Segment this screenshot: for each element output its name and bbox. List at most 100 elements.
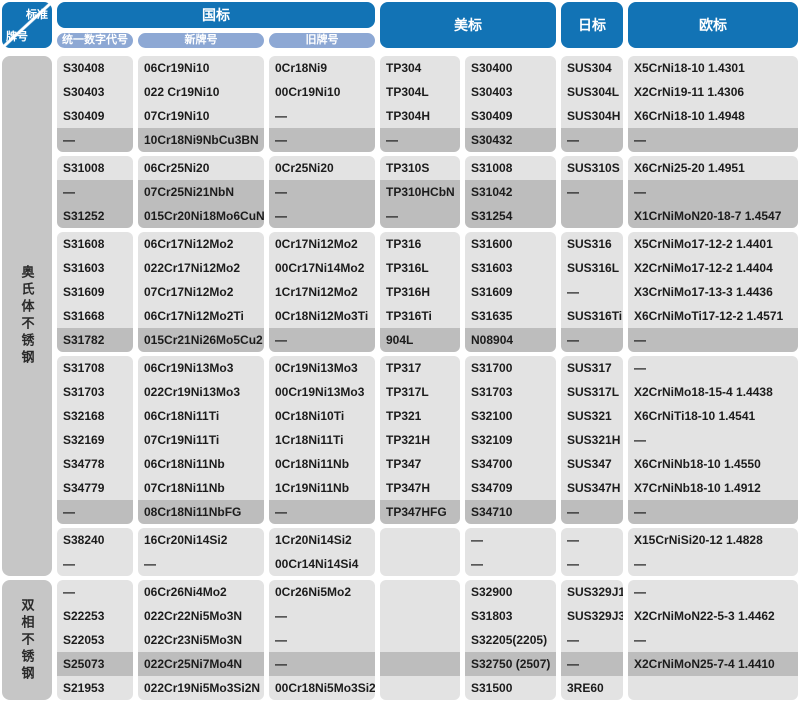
cell-old-grade: 0Cr26Ni5Mo2: [269, 580, 375, 604]
table-row: S31603 022Cr17Ni12Mo2 00Cr17Ni14Mo2 TP316L S…: [57, 256, 798, 280]
cell-jis-grade: SUS317: [561, 356, 623, 380]
cell-astm-grade: TP347: [380, 452, 460, 476]
table-row: —07Cr25Ni21NbN — TP310HCbN S31042— —: [57, 180, 798, 204]
cell-uns-code-cn: S22253: [57, 604, 133, 628]
section-blocks: —06Cr26Ni4Mo20Cr26Ni5Mo2S32900SUS329J1L—…: [57, 580, 798, 700]
cell-astm-grade: TP316Ti: [380, 304, 460, 328]
table-row: —08Cr18Ni11NbFG — TP347HFG S34710— —: [57, 500, 798, 524]
cell-new-grade: 16Cr20Ni14Si2: [138, 528, 264, 552]
cell-new-grade: 022Cr25Ni7Mo4N: [138, 652, 264, 676]
table-row: S31708 06Cr19Ni13Mo3 0Cr19Ni13Mo3 TP317 S317…: [57, 356, 798, 380]
cell-new-grade: 07Cr25Ni21NbN: [138, 180, 264, 204]
cell-uns-code-us: S31254: [465, 204, 556, 228]
cell-old-grade: 00Cr19Ni10: [269, 80, 375, 104]
cell-uns-code-us: S31609: [465, 280, 556, 304]
cell-uns-code-us: S31603: [465, 256, 556, 280]
cell-new-grade: 06Cr19Ni13Mo3: [138, 356, 264, 380]
cell-en-grade: X5CrNiMo17-12-2 1.4401: [628, 232, 798, 256]
cell-astm-grade: [380, 676, 460, 700]
cell-uns-code-us: S31500: [465, 676, 556, 700]
cell-old-grade: 1Cr20Ni14Si2: [269, 528, 375, 552]
cell-jis-grade: [561, 204, 623, 228]
cell-uns-code-cn: S32168: [57, 404, 133, 428]
cell-new-grade: 08Cr18Ni11NbFG: [138, 500, 264, 524]
cell-uns-code-cn: S31608: [57, 232, 133, 256]
cell-astm-grade: [380, 652, 460, 676]
cell-old-grade: 0Cr18Ni12Mo3Ti: [269, 304, 375, 328]
cell-old-grade: 0Cr25Ni20: [269, 156, 375, 180]
cell-uns-code-cn: S34779: [57, 476, 133, 500]
cell-jis-grade: SUS329J3L: [561, 604, 623, 628]
grade-block: —06Cr26Ni4Mo20Cr26Ni5Mo2S32900SUS329J1L—…: [57, 580, 798, 700]
table-row: S32169 07Cr19Ni11Ti 1Cr18Ni11Ti TP321H S3210…: [57, 428, 798, 452]
cell-old-grade: —: [269, 604, 375, 628]
table-row: S31252 015Cr20Ni18Mo6CuN — — S31254 X1CrNiMoN…: [57, 204, 798, 228]
cell-old-grade: —: [269, 652, 375, 676]
table-row: S25073 022Cr25Ni7Mo4N — S32750 (2507) — X2CrN…: [57, 652, 798, 676]
cell-en-grade: X2CrNiMoN25-7-4 1.4410: [628, 652, 798, 676]
cell-old-grade: 0Cr18Ni11Nb: [269, 452, 375, 476]
cell-astm-grade: —: [380, 128, 460, 152]
cell-jis-grade: SUS347: [561, 452, 623, 476]
cell-new-grade: 022Cr23Ni5Mo3N: [138, 628, 264, 652]
cell-uns-code-us: S31042: [465, 180, 556, 204]
cell-uns-code-cn: —: [57, 128, 133, 152]
cell-astm-grade: TP316H: [380, 280, 460, 304]
table-row: S30409 07Cr19Ni10— TP304H S30409 SUS304H X6Cr…: [57, 104, 798, 128]
cell-uns-code-cn: S31609: [57, 280, 133, 304]
cell-astm-grade: [380, 528, 460, 552]
cell-en-grade: —: [628, 580, 798, 604]
cell-new-grade: 07Cr18Ni11Nb: [138, 476, 264, 500]
cell-old-grade: —: [269, 204, 375, 228]
cell-en-grade: —: [628, 552, 798, 576]
cell-jis-grade: —: [561, 328, 623, 352]
cell-uns-code-us: S31600: [465, 232, 556, 256]
grade-block: S30408 06Cr19Ni10 0Cr18Ni9 TP304 S30400 SUS30…: [57, 56, 798, 152]
cell-jis-grade: —: [561, 280, 623, 304]
cell-old-grade: —: [269, 104, 375, 128]
cell-jis-grade: —: [561, 552, 623, 576]
table-row: S31668 06Cr17Ni12Mo2Ti 0Cr18Ni12Mo3Ti TP316…: [57, 304, 798, 328]
table-body: 奥氏体不锈钢 S30408 06Cr19Ni10 0Cr18Ni9 TP304 S3040…: [2, 56, 798, 700]
cell-en-grade: X6CrNi25-20 1.4951: [628, 156, 798, 180]
cell-jis-grade: SUS304: [561, 56, 623, 80]
cell-en-grade: X6CrNiTi18-10 1.4541: [628, 404, 798, 428]
cell-old-grade: 0Cr19Ni13Mo3: [269, 356, 375, 380]
header-group-gb: 国标 统一数字代号 新牌号 旧牌号: [57, 2, 375, 48]
cell-en-grade: X3CrNiMo17-13-3 1.4436: [628, 280, 798, 304]
section-blocks: S30408 06Cr19Ni10 0Cr18Ni9 TP304 S30400 SUS30…: [57, 56, 798, 576]
section-label: 奥氏体不锈钢: [2, 56, 52, 576]
table-header: 标准 牌号 国标 统一数字代号 新牌号 旧牌号 美标 日标 欧标: [2, 2, 798, 48]
cell-en-grade: X1CrNiMoN20-18-7 1.4547: [628, 204, 798, 228]
table-row: S34779 07Cr18Ni11Nb 1Cr19Ni11Nb TP347H S3470…: [57, 476, 798, 500]
grade-block: S38240 16Cr20Ni14Si2 1Cr20Ni14Si2— — X15CrNi…: [57, 528, 798, 576]
cell-uns-code-us: —: [465, 552, 556, 576]
cell-uns-code-us: —: [465, 528, 556, 552]
cell-jis-grade: SUS316: [561, 232, 623, 256]
cell-en-grade: —: [628, 128, 798, 152]
table-row: S22053 022Cr23Ni5Mo3N — S32205(2205) — —: [57, 628, 798, 652]
cell-old-grade: 00Cr18Ni5Mo3Si2: [269, 676, 375, 700]
cell-uns-code-cn: S22053: [57, 628, 133, 652]
cell-uns-code-cn: S31668: [57, 304, 133, 328]
header-us-standard: 美标: [380, 2, 556, 48]
cell-uns-code-us: S31008: [465, 156, 556, 180]
cell-new-grade: 022Cr19Ni13Mo3: [138, 380, 264, 404]
cell-uns-code-us: S31700: [465, 356, 556, 380]
table-row: — —00Cr14Ni14Si4— — —: [57, 552, 798, 576]
cell-uns-code-cn: S31008: [57, 156, 133, 180]
cell-uns-code-us: N08904: [465, 328, 556, 352]
cell-jis-grade: SUS316Ti: [561, 304, 623, 328]
cell-new-grade: 06Cr18Ni11Ti: [138, 404, 264, 428]
cell-jis-grade: —: [561, 128, 623, 152]
cell-new-grade: —: [138, 552, 264, 576]
cell-new-grade: 06Cr17Ni12Mo2: [138, 232, 264, 256]
table-row: S32168 06Cr18Ni11Ti 0Cr18Ni10Ti TP321 S32100…: [57, 404, 798, 428]
cell-uns-code-cn: S31782: [57, 328, 133, 352]
cell-uns-code-us: S30409: [465, 104, 556, 128]
cell-en-grade: X6CrNiNb18-10 1.4550: [628, 452, 798, 476]
cell-en-grade: —: [628, 628, 798, 652]
cell-uns-code-us: S32109: [465, 428, 556, 452]
cell-old-grade: —: [269, 500, 375, 524]
section-label: 双相不锈钢: [2, 580, 52, 700]
